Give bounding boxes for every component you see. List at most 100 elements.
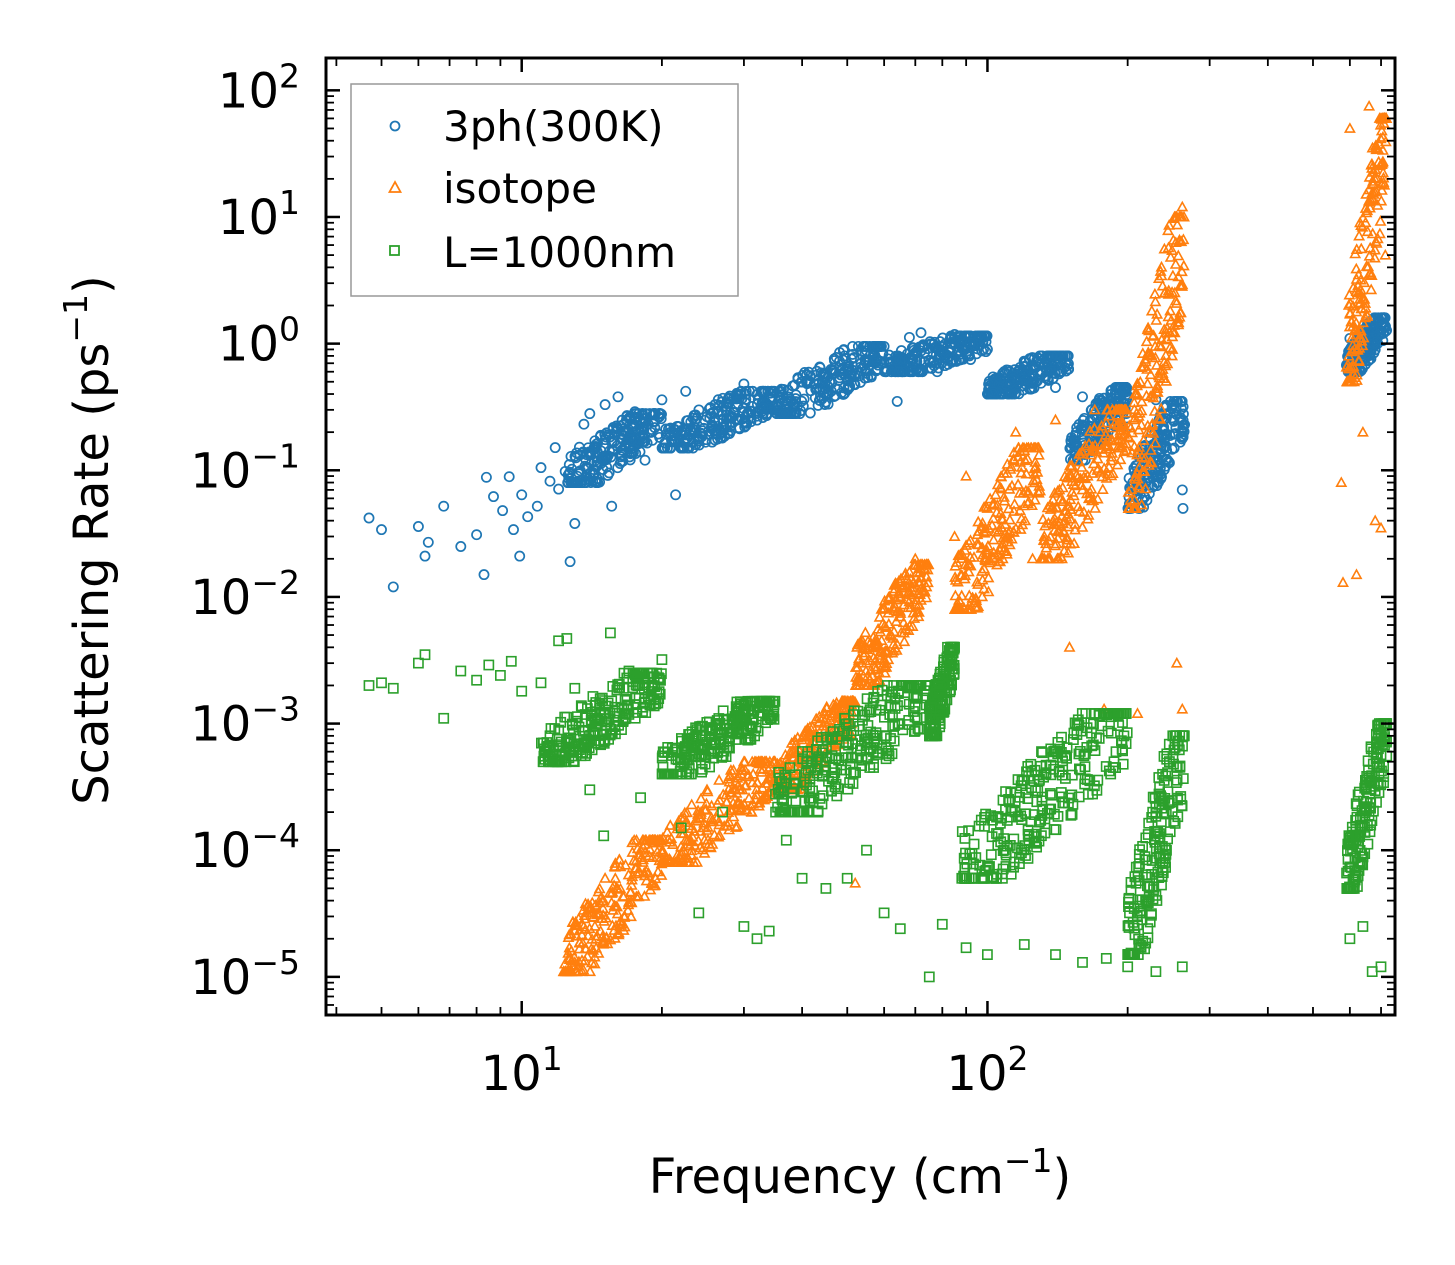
data-point: [964, 534, 977, 546]
data-point: [478, 569, 490, 581]
data-point: [1098, 462, 1111, 474]
data-point: [979, 553, 992, 564]
data-point: [1061, 471, 1074, 483]
data-point: [722, 772, 735, 784]
data-point: [1154, 781, 1165, 793]
data-point: [887, 602, 900, 613]
data-point: [625, 910, 637, 922]
data-point: [1063, 641, 1076, 652]
data-point: [729, 821, 742, 832]
data-point: [908, 612, 921, 623]
data-point: [616, 702, 628, 714]
data-point: [1141, 871, 1153, 883]
data-point: [1052, 532, 1064, 543]
data-point: [1000, 861, 1012, 872]
data-point: [488, 491, 499, 503]
data-point: [1075, 423, 1087, 435]
data-point: [680, 743, 692, 754]
data-point: [915, 571, 928, 583]
data-point: [646, 424, 657, 435]
data-point: [1076, 708, 1088, 719]
data-point: [1141, 426, 1154, 438]
data-point: [804, 782, 816, 793]
data-point: [565, 944, 578, 956]
data-point: [1078, 412, 1090, 424]
data-point: [614, 420, 626, 432]
data-point: [998, 494, 1011, 506]
data-point: [746, 722, 758, 734]
data-point: [1039, 537, 1052, 549]
data-point: [1135, 395, 1148, 407]
data-point: [553, 483, 565, 495]
data-point: [664, 442, 676, 454]
data-point: [740, 388, 752, 400]
data-point: [438, 500, 450, 512]
data-point: [871, 340, 883, 352]
data-point: [982, 860, 993, 872]
data-point: [992, 828, 1004, 840]
data-point: [1160, 460, 1172, 472]
data-point: [1007, 526, 1020, 537]
data-point: [860, 656, 873, 668]
data-point: [665, 422, 676, 434]
data-point: [1058, 514, 1071, 526]
data-point: [1169, 741, 1181, 753]
data-point: [629, 669, 641, 681]
data-point: [587, 944, 600, 955]
data-point: [1166, 343, 1179, 354]
data-point: [1064, 512, 1077, 524]
data-point: [992, 839, 1004, 851]
data-point: [1177, 233, 1190, 245]
data-point: [1344, 307, 1356, 319]
data-point: [1005, 532, 1018, 544]
data-point: [768, 706, 780, 718]
data-point: [608, 860, 621, 871]
data-point: [1170, 656, 1183, 668]
data-point: [605, 723, 616, 735]
data-point: [562, 477, 574, 489]
data-point: [1350, 305, 1363, 317]
data-point: [723, 727, 735, 738]
data-point: [1143, 817, 1155, 829]
data-point: [1105, 450, 1118, 462]
data-point: [834, 723, 845, 735]
data-point: [1059, 797, 1070, 809]
data-point: [578, 912, 591, 924]
data-point: [964, 337, 976, 349]
data-point: [636, 429, 648, 441]
data-point: [1087, 457, 1100, 469]
data-point: [873, 649, 885, 660]
data-point: [886, 363, 898, 375]
data-point: [1050, 382, 1061, 393]
data-point: [1002, 502, 1015, 514]
data-point: [1365, 283, 1378, 295]
data-point: [847, 348, 859, 360]
data-point: [584, 965, 597, 977]
data-point: [622, 898, 635, 910]
data-point: [1099, 708, 1111, 719]
data-point: [1016, 814, 1027, 825]
data-point: [1033, 352, 1045, 364]
data-point: [1377, 117, 1390, 128]
data-point: [998, 491, 1010, 502]
data-point: [640, 874, 653, 886]
data-point: [1172, 270, 1185, 282]
data-point: [806, 792, 817, 804]
data-point: [818, 724, 831, 735]
data-point: [591, 929, 604, 941]
data-point: [1018, 774, 1030, 786]
data-point: [933, 672, 945, 684]
data-point: [589, 715, 600, 727]
data-point: [969, 591, 982, 603]
data-point: [712, 747, 724, 758]
data-point: [971, 528, 984, 540]
data-point: [1124, 421, 1137, 433]
data-point: [774, 806, 786, 818]
data-point: [926, 713, 938, 725]
data-point: [1036, 746, 1047, 757]
data-point: [630, 679, 642, 691]
data-point: [795, 733, 808, 745]
data-point: [549, 442, 561, 454]
data-point: [630, 862, 643, 873]
data-point: [1019, 360, 1031, 372]
